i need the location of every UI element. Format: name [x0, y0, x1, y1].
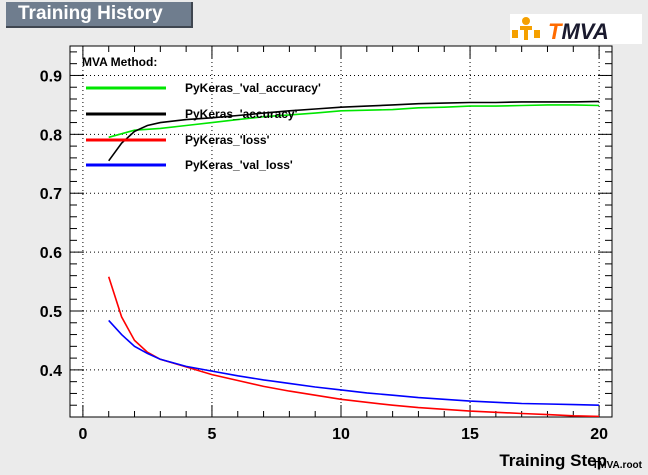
series-line-1	[108, 100, 600, 162]
svg-text:TMVA: TMVA	[548, 19, 609, 44]
y-tick-label: 0.5	[40, 304, 62, 321]
x-tick-label: 20	[590, 426, 608, 443]
y-tick-label: 0.7	[40, 186, 62, 203]
logo-letters: MVA	[561, 19, 608, 44]
logo-letter-t: T	[548, 19, 563, 44]
x-tick-label: 0	[78, 426, 87, 443]
tmva-logo: TMVA	[510, 14, 642, 44]
series-lines	[107, 100, 600, 417]
x-tick-label: 10	[332, 426, 350, 443]
tmva-logo-icon: TMVA	[512, 17, 609, 44]
series-line-3	[108, 319, 600, 406]
source-filename: TMVA.root	[592, 460, 642, 471]
legend-label: PyKeras_'val_loss'	[185, 158, 293, 172]
x-axis-label: Training Step	[499, 451, 607, 470]
y-tick-label: 0.8	[40, 127, 62, 144]
x-tick-label: 5	[207, 426, 216, 443]
y-tick-label: 0.4	[40, 363, 62, 380]
chart-title: Training History	[6, 2, 193, 28]
legend-header: MVA Method:	[82, 55, 157, 69]
legend-label: PyKeras_'accuracy'	[185, 107, 298, 121]
legend-label: PyKeras_'loss'	[185, 133, 270, 147]
axis-ticks	[70, 46, 612, 418]
series-line-0	[108, 104, 600, 139]
y-tick-label: 0.6	[40, 245, 62, 262]
legend-label: PyKeras_'val_accuracy'	[185, 81, 321, 95]
x-tick-label: 15	[461, 426, 479, 443]
y-tick-label: 0.9	[40, 68, 62, 85]
tick-labels: 0 5 10 15 20 0.4 0.5 0.6 0.7 0.8 0.9	[40, 68, 608, 443]
legend: MVA Method: PyKeras_'val_accuracy' PyKera…	[82, 55, 321, 172]
